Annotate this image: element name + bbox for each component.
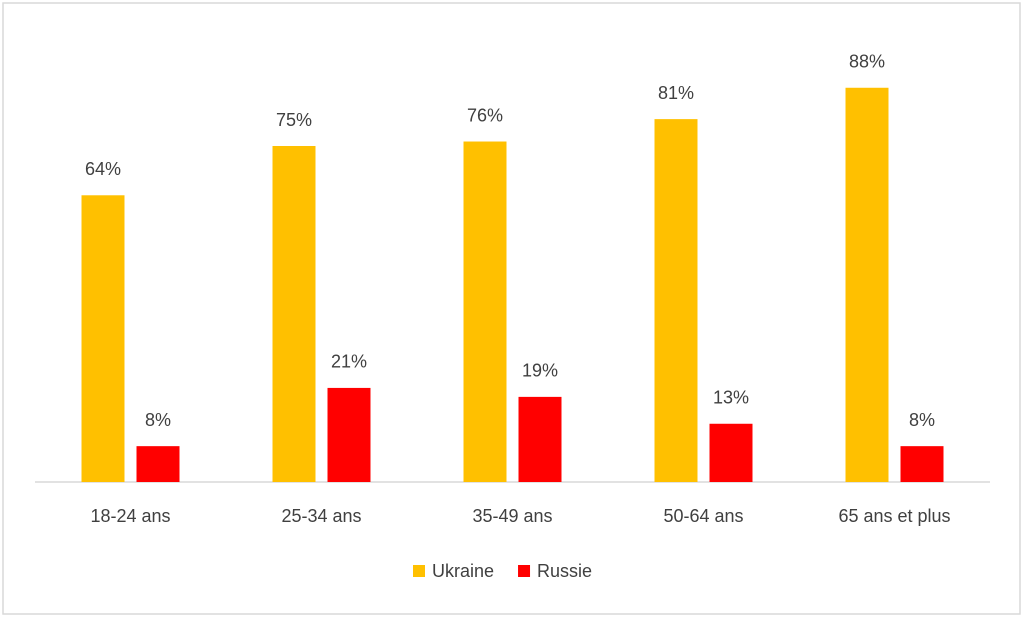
x-tick-label: 50-64 ans — [663, 506, 743, 526]
legend-swatch — [518, 565, 531, 577]
data-label: 75% — [276, 110, 312, 130]
bar — [518, 396, 562, 482]
bar — [900, 446, 944, 482]
bar — [81, 195, 125, 482]
bar — [136, 446, 180, 482]
data-label: 76% — [467, 105, 503, 125]
x-tick-label: 35-49 ans — [472, 506, 552, 526]
bar — [327, 387, 371, 482]
data-label: 19% — [522, 361, 558, 381]
data-label: 8% — [145, 410, 171, 430]
legend-swatch — [413, 565, 425, 577]
x-tick-label: 25-34 ans — [281, 506, 361, 526]
bar — [709, 423, 753, 482]
data-label: 88% — [849, 52, 885, 72]
legend-label: Russie — [537, 561, 592, 581]
data-label: 64% — [85, 159, 121, 179]
data-label: 21% — [331, 352, 367, 372]
bar — [845, 87, 889, 482]
bar — [463, 141, 507, 482]
bar — [272, 146, 316, 482]
legend-label: Ukraine — [432, 561, 494, 581]
x-tick-label: 65 ans et plus — [838, 506, 950, 526]
bar — [654, 119, 698, 483]
data-label: 8% — [909, 410, 935, 430]
x-tick-label: 18-24 ans — [90, 506, 170, 526]
data-label: 13% — [713, 388, 749, 408]
data-label: 81% — [658, 83, 694, 103]
